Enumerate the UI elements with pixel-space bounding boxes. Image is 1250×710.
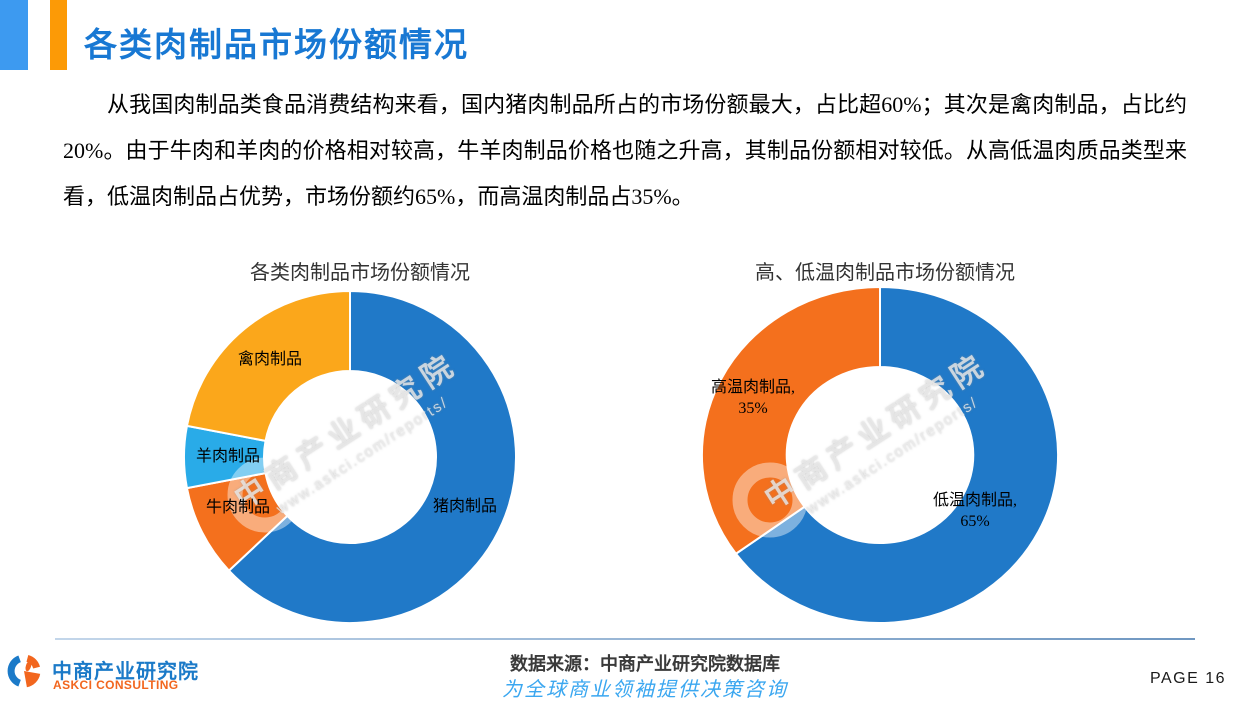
left-chart-title: 各类肉制品市场份额情况	[250, 262, 470, 284]
donut-slice	[700, 285, 881, 556]
donut-slice	[734, 285, 1060, 624]
right-donut-chart	[700, 285, 1060, 624]
label-high-temp-name: 高温肉制品,	[710, 379, 795, 396]
askci-logo-icon	[7, 655, 41, 688]
header-accent-blue-block	[0, 0, 28, 70]
header-accent-orange-bar	[50, 0, 67, 70]
label-low-temp: 低温肉制品, 65%	[910, 490, 1040, 532]
ghost-logo-icon	[227, 457, 303, 533]
right-donut-slices	[700, 285, 1060, 624]
body-paragraph: 从我国肉制品类食品消费结构来看，国内猪肉制品所占的市场份额最大，占比超60%；其…	[63, 92, 1187, 209]
donut-slice	[227, 289, 517, 624]
logo-name-cn: 中商产业研究院	[52, 661, 199, 683]
donut-slice	[185, 289, 351, 443]
label-high-temp: 高温肉制品, 35%	[688, 377, 818, 419]
label-pork: 猪肉制品	[432, 498, 497, 515]
label-low-temp-name: 低温肉制品,	[932, 492, 1017, 509]
slogan-text: 为全球商业领袖提供决策咨询	[502, 679, 788, 701]
left-donut-chart	[182, 289, 517, 624]
page-number: PAGE 16	[1150, 670, 1227, 687]
label-high-temp-value: 35%	[738, 400, 768, 417]
label-poultry: 禽肉制品	[237, 351, 302, 368]
label-mutton: 羊肉制品	[195, 448, 260, 465]
label-beef: 牛肉制品	[205, 499, 270, 516]
logo-name-en: ASKCI CONSULTING	[53, 678, 179, 692]
data-source-text: 数据来源：中商产业研究院数据库	[510, 654, 780, 674]
left-donut-slices	[182, 289, 517, 624]
right-chart-title: 高、低温肉制品市场份额情况	[755, 262, 1015, 284]
ghost-logo-icon	[732, 462, 808, 538]
label-low-temp-value: 65%	[960, 513, 990, 530]
footer-divider	[55, 638, 1195, 640]
page-title: 各类肉制品市场份额情况	[84, 28, 469, 64]
